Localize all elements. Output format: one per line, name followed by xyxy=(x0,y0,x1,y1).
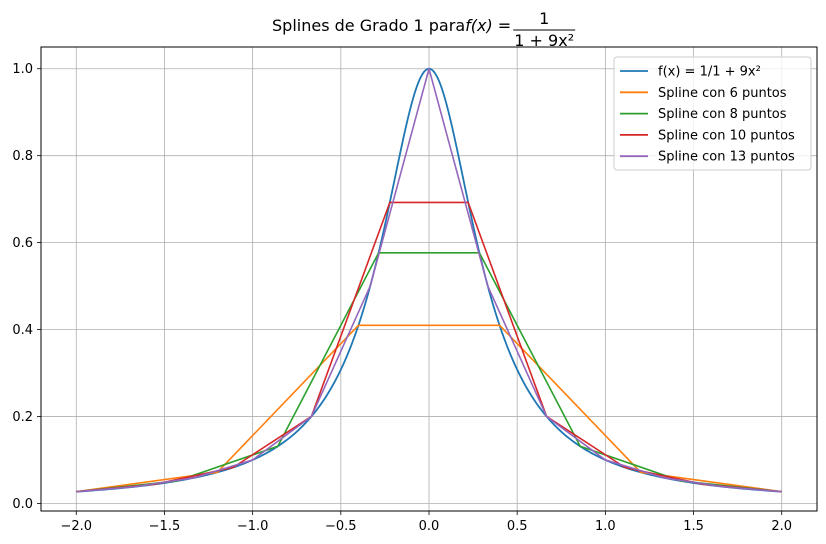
x-tick-label: 0.5 xyxy=(507,519,528,534)
y-tick-label: 0.2 xyxy=(12,410,33,425)
x-tick-label: −1.0 xyxy=(237,519,269,534)
y-tick-label: 0.0 xyxy=(12,497,33,512)
y-tick-label: 0.4 xyxy=(12,323,33,338)
x-tick-label: −2.0 xyxy=(60,519,92,534)
y-tick-label: 0.6 xyxy=(12,236,33,251)
chart-title-denominator: 1 + 9x² xyxy=(514,31,574,50)
x-tick-label: 2.0 xyxy=(771,519,792,534)
chart-title-prefix: Splines de Grado 1 para xyxy=(272,16,465,35)
y-tick-label: 1.0 xyxy=(12,62,33,77)
legend-label: f(x) = 1/1 + 9x² xyxy=(658,65,761,80)
legend-label: Spline con 6 puntos xyxy=(658,86,787,101)
x-tick-label: −0.5 xyxy=(325,519,357,534)
x-tick-label: 1.5 xyxy=(683,519,704,534)
y-tick-label: 0.8 xyxy=(12,149,33,164)
series-line xyxy=(76,67,782,493)
legend-box xyxy=(613,56,812,171)
legend-label: Spline con 8 puntos xyxy=(658,107,787,122)
chart-title-lhs: f(x) = xyxy=(465,16,511,35)
legend: f(x) = 1/1 + 9x² Spline con 6 puntos Splin… xyxy=(613,56,812,171)
legend-label: Spline con 10 puntos xyxy=(658,128,795,143)
x-tick-label: 1.0 xyxy=(595,519,616,534)
x-axis: −2.0 −1.5 −1.0 −0.5 0.0 0.5 1.0 1.5 2.0 xyxy=(60,511,792,534)
plot-lines xyxy=(76,67,782,493)
series-line xyxy=(76,201,782,493)
x-tick-label: 0.0 xyxy=(419,519,440,534)
chart-title-numerator: 1 xyxy=(539,9,549,28)
x-tick-label: −1.5 xyxy=(149,519,181,534)
y-axis: 0.0 0.2 0.4 0.6 0.8 1.0 xyxy=(12,62,41,512)
chart-title: Splines de Grado 1 para f(x) = 1 1 + 9x² xyxy=(272,9,576,50)
legend-label: Spline con 13 puntos xyxy=(658,150,795,165)
